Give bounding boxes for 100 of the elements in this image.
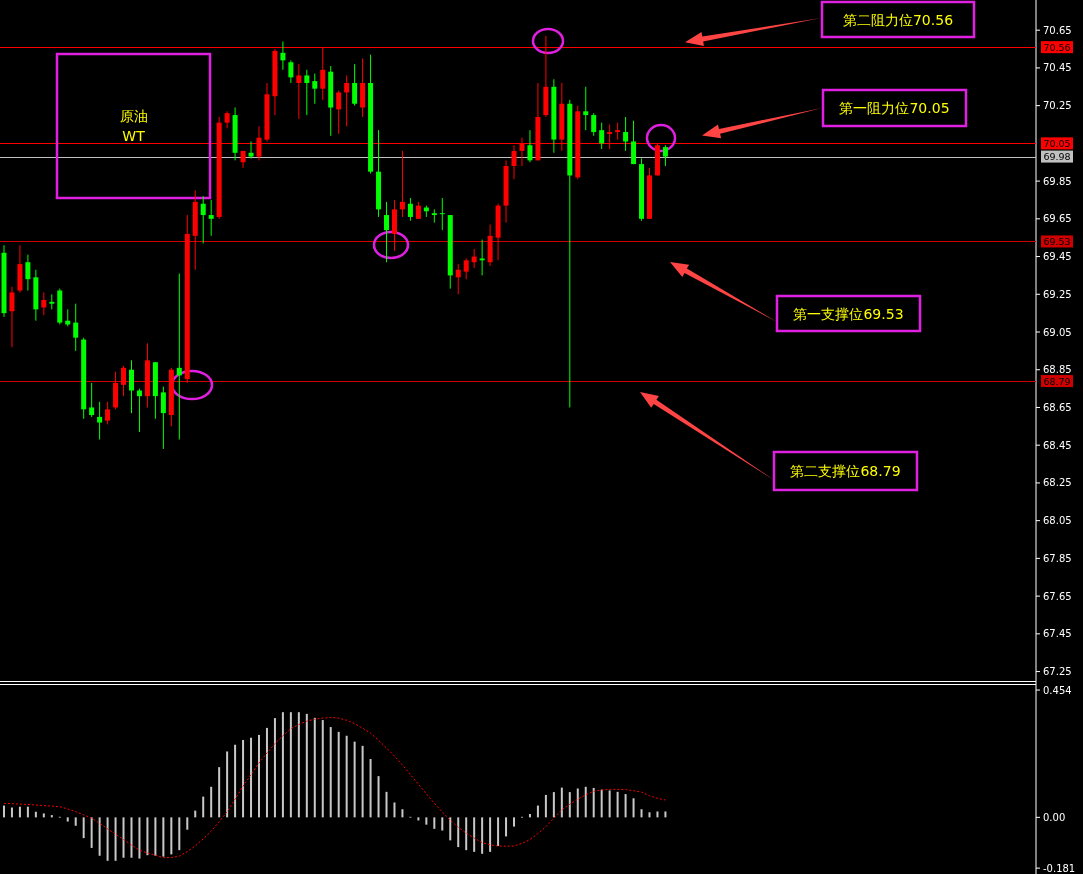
- bar: [66, 817, 69, 822]
- ref-line-label: 69.53: [1043, 235, 1071, 247]
- ref-line-label: 70.05: [1043, 137, 1071, 149]
- y-tick-label: 68.85: [1043, 364, 1072, 376]
- candlestick: [455, 263, 461, 295]
- bar: [26, 806, 29, 818]
- bar: [194, 810, 197, 818]
- ref-line-label: 70.56: [1043, 41, 1071, 53]
- candlestick: [41, 291, 47, 316]
- bar: [656, 811, 659, 818]
- bar: [281, 712, 284, 818]
- bar: [2, 805, 5, 818]
- candlestick: [599, 122, 605, 150]
- bar: [106, 817, 109, 861]
- y-tick-label: 70.25: [1043, 100, 1072, 112]
- bar: [305, 713, 308, 818]
- bar: [592, 787, 595, 818]
- bar: [576, 788, 579, 818]
- bar: [353, 741, 356, 818]
- annotation: 第一支撑位69.53: [793, 305, 904, 322]
- bar: [321, 720, 324, 818]
- bar: [313, 717, 316, 818]
- candlestick: [583, 86, 589, 131]
- annotation: 第二阻力位70.56: [842, 11, 954, 28]
- y-tick-label: 68.65: [1043, 401, 1072, 413]
- bar: [345, 735, 348, 818]
- y-tick-label: 67.25: [1043, 666, 1072, 678]
- bar: [130, 817, 133, 858]
- bar: [361, 745, 364, 818]
- bar: [10, 807, 13, 818]
- bar: [82, 817, 85, 839]
- bar: [473, 817, 476, 852]
- bar: [369, 759, 372, 818]
- bar: [154, 817, 157, 856]
- candlestick: [399, 150, 405, 218]
- candlestick: [352, 63, 358, 107]
- candlestick: [312, 73, 318, 105]
- candlestick: [176, 273, 182, 441]
- bar: [258, 734, 260, 818]
- bar: [481, 817, 484, 854]
- candlestick: [304, 69, 310, 116]
- candlestick: [463, 257, 469, 280]
- y-tick-label: 67.85: [1043, 552, 1072, 564]
- candlestick: [97, 401, 103, 441]
- bar: [186, 817, 189, 830]
- annotation: 第一阻力位70.05: [839, 100, 950, 116]
- bar: [425, 817, 428, 825]
- y-tick-label: 68.45: [1043, 439, 1072, 451]
- y-tick-label: 68.25: [1043, 477, 1072, 489]
- bar: [441, 817, 444, 831]
- bar: [289, 712, 292, 818]
- candlestick: [128, 359, 134, 414]
- y-tick-label: 69.85: [1043, 175, 1072, 187]
- y-tick-label: 67.45: [1043, 628, 1072, 640]
- ref-line-label: 68.79: [1043, 375, 1071, 387]
- y-tick-label: 67.65: [1043, 590, 1072, 602]
- candlestick: [200, 195, 206, 244]
- bar: [648, 812, 651, 818]
- bar: [616, 791, 619, 818]
- bar: [624, 794, 627, 818]
- y-tick-label: 0.00: [1043, 811, 1066, 823]
- bar: [377, 776, 380, 818]
- y-tick-label: 69.65: [1043, 213, 1072, 225]
- bar: [393, 802, 396, 818]
- bar: [465, 817, 468, 851]
- candlestick: [288, 59, 294, 84]
- bar: [18, 806, 21, 818]
- candlestick: [439, 197, 445, 231]
- candlestick: [631, 120, 637, 165]
- bar: [497, 817, 500, 846]
- y-tick-label: 69.25: [1043, 288, 1072, 300]
- bar: [449, 817, 452, 841]
- candlestick: [431, 208, 437, 224]
- bar: [337, 731, 340, 818]
- bar: [170, 817, 173, 855]
- bar: [178, 817, 181, 851]
- bar: [457, 817, 460, 848]
- candlestick: [121, 365, 127, 397]
- bar: [273, 718, 276, 818]
- candlestick: [160, 386, 166, 450]
- bar: [218, 767, 221, 818]
- candlestick: [407, 197, 413, 222]
- bar: [265, 727, 268, 818]
- annotation: 第二支撑位68.79: [790, 463, 901, 479]
- candlestick: [25, 254, 31, 292]
- bar: [234, 744, 237, 818]
- candlestick: [336, 90, 342, 135]
- candlestick: [344, 74, 350, 127]
- y-tick-label: 68.05: [1043, 515, 1072, 527]
- bar: [417, 817, 420, 821]
- bar: [250, 737, 253, 818]
- bar: [632, 798, 635, 818]
- bar: [50, 815, 53, 818]
- annotation: 原油 WT: [119, 108, 148, 144]
- bar: [210, 786, 213, 818]
- bar: [584, 786, 587, 818]
- candlestick: [73, 303, 79, 352]
- y-tick-label: 69.45: [1043, 251, 1072, 263]
- bar: [329, 727, 332, 818]
- bar: [90, 817, 93, 848]
